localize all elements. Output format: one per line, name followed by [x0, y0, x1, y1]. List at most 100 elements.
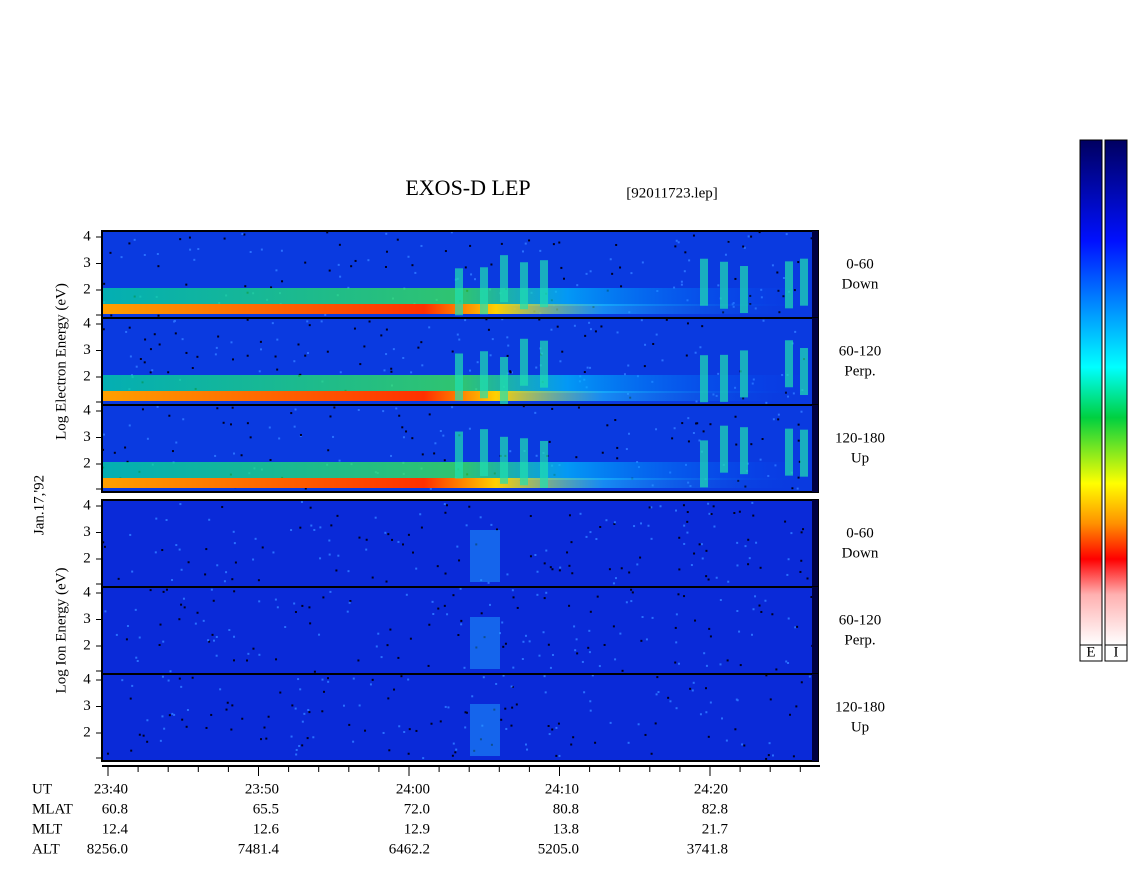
spectrogram-speckle	[522, 640, 525, 643]
energy-tick-label: 3	[83, 429, 91, 445]
spectrogram-speckle	[120, 256, 123, 259]
spectrogram-speckle	[364, 729, 367, 732]
spectrogram-speckle	[777, 413, 780, 416]
spectrogram-speckle	[507, 344, 510, 347]
spectrogram-speckle	[161, 549, 164, 552]
spectrogram-speckle	[415, 567, 418, 570]
spectrogram-speckle	[156, 405, 159, 408]
spectrogram-speckle	[280, 249, 283, 252]
burst	[455, 431, 463, 479]
row-value: 21.7	[702, 821, 729, 837]
spectrogram-speckle	[506, 336, 509, 339]
row-value: 24:00	[396, 781, 430, 797]
spectrogram-speckle	[534, 411, 537, 414]
spectrogram-speckle	[213, 639, 216, 642]
spectrogram-speckle	[437, 607, 440, 610]
spectrogram-speckle	[191, 366, 194, 369]
spectrogram-speckle	[683, 524, 686, 527]
spectrogram-speckle	[158, 643, 161, 646]
spectrogram-speckle	[271, 322, 274, 325]
spectrogram-speckle	[221, 505, 224, 508]
spectrogram-speckle	[675, 707, 678, 710]
spectrogram-speckle	[470, 273, 473, 276]
spectrogram-speckle	[232, 530, 235, 533]
spectrogram-speckle	[217, 335, 220, 338]
burst	[455, 268, 463, 316]
spectrogram-speckle	[109, 251, 112, 254]
spectrogram-speckle	[535, 454, 538, 457]
spectrogram-speckle	[322, 596, 325, 599]
spectrogram-speckle	[312, 736, 315, 739]
spectrogram-speckle	[210, 713, 213, 716]
spectrogram-speckle	[274, 355, 277, 358]
row-value: 12.9	[404, 821, 430, 837]
spectrogram-speckle	[186, 708, 189, 711]
spectrogram-speckle	[131, 570, 134, 573]
spectrogram-speckle	[182, 597, 185, 600]
spectrogram-speckle	[528, 239, 531, 242]
spectrogram-speckle	[327, 680, 330, 683]
spectrogram-speckle	[485, 318, 488, 321]
spectrogram-speckle	[390, 370, 393, 373]
spectrogram-speckle	[558, 241, 561, 244]
spectrogram-speckle	[600, 325, 603, 328]
spectrogram-speckle	[385, 250, 388, 253]
ion-feature	[470, 530, 500, 582]
spectrogram-speckle	[579, 512, 582, 515]
spectrogram-speckle	[407, 678, 410, 681]
spectrogram-speckle	[502, 645, 505, 648]
spectrogram-speckle	[487, 581, 490, 584]
spectrogram-speckle	[178, 677, 181, 680]
panel-edge	[812, 587, 818, 674]
spectrogram-speckle	[126, 460, 129, 463]
spectrogram-speckle	[566, 551, 569, 554]
spectrogram-speckle	[270, 286, 273, 289]
spectrogram-speckle	[443, 604, 446, 607]
spectrogram-speckle	[765, 757, 768, 760]
spectrogram-speckle	[451, 754, 454, 757]
spectrogram-speckle	[591, 674, 594, 677]
spectrogram-speckle	[157, 314, 160, 317]
spectrogram-speckle	[735, 443, 738, 446]
spectrogram-speckle	[547, 725, 550, 728]
spectrogram-speckle	[538, 318, 541, 321]
spectrogram-speckle	[748, 557, 751, 560]
spectrogram-speckle	[158, 343, 161, 346]
spectrogram-speckle	[794, 330, 797, 333]
spectrogram-speckle	[771, 264, 774, 267]
spectrogram-speckle	[675, 509, 678, 512]
spectrogram-speckle	[263, 726, 266, 729]
spectrogram-speckle	[741, 743, 744, 746]
spectrogram-speckle	[395, 407, 398, 410]
row-value: 7481.4	[238, 841, 280, 857]
colorbar-label: E	[1086, 644, 1095, 660]
spectrogram-speckle	[739, 664, 742, 667]
spectrogram-speckle	[415, 729, 418, 732]
spectrogram-speckle	[562, 277, 565, 280]
spectrogram-speckle	[162, 640, 165, 643]
spectrogram-speckle	[800, 559, 803, 562]
spectrogram-speckle	[233, 452, 236, 455]
burst	[800, 348, 808, 396]
spectrogram-speckle	[320, 320, 323, 323]
spectrogram-speckle	[402, 436, 405, 439]
spectrogram-speckle	[129, 533, 132, 536]
spectrogram-speckle	[254, 537, 257, 540]
spectrogram-speckle	[385, 232, 388, 235]
spectrogram-speckle	[444, 705, 447, 708]
spectrogram-speckle	[735, 698, 738, 701]
spectrogram-speckle	[544, 691, 547, 694]
spectrogram-speckle	[691, 689, 694, 692]
spectrogram-speckle	[181, 338, 184, 341]
pitch-label: 120-180	[835, 430, 885, 446]
spectrogram-speckle	[588, 321, 591, 324]
spectrogram-speckle	[391, 538, 394, 541]
spectrogram-speckle	[321, 710, 324, 713]
spectrogram-speckle	[568, 564, 571, 567]
spectrogram-speckle	[146, 719, 149, 722]
spectrogram-speckle	[619, 632, 622, 635]
spectrogram-speckle	[459, 587, 462, 590]
spectrogram-speckle	[699, 346, 702, 349]
spectrogram-speckle	[432, 613, 435, 616]
spectrogram-speckle	[231, 406, 234, 409]
